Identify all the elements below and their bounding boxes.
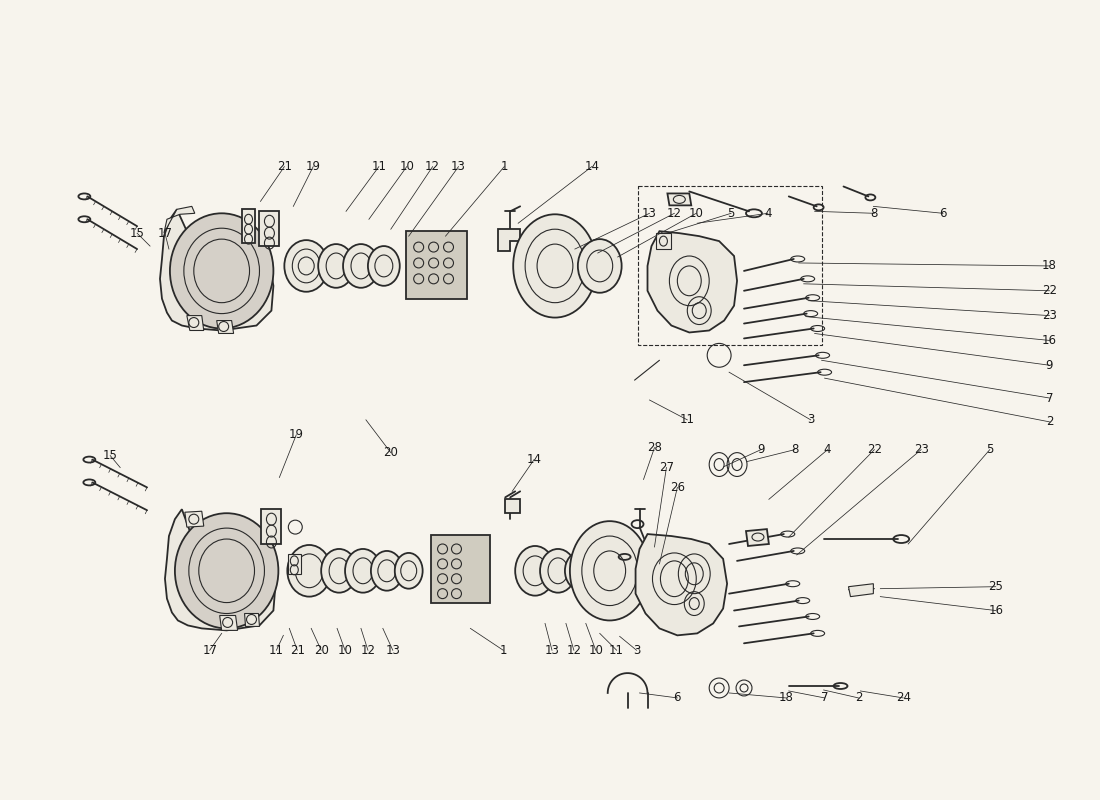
Text: 14: 14 [584,160,600,173]
Polygon shape [220,615,238,630]
Text: 20: 20 [384,446,398,459]
Text: 10: 10 [399,160,415,173]
Bar [638,186,822,346]
Polygon shape [657,233,671,249]
Polygon shape [636,534,727,635]
Text: 20: 20 [314,644,329,657]
Text: 6: 6 [673,691,681,705]
Text: 12: 12 [361,644,375,657]
Ellipse shape [565,552,595,590]
Text: 7: 7 [821,691,828,705]
Text: 12: 12 [425,160,440,173]
Text: 4: 4 [824,443,832,456]
Text: 13: 13 [642,207,657,220]
Text: 10: 10 [689,207,704,220]
Text: 21: 21 [277,160,292,173]
Polygon shape [164,206,195,233]
Polygon shape [746,529,769,546]
Text: 17: 17 [202,644,217,657]
Text: 8: 8 [791,443,799,456]
Ellipse shape [284,240,328,292]
Polygon shape [185,511,204,527]
Text: 28: 28 [647,441,662,454]
Text: 17: 17 [157,226,173,240]
Text: 23: 23 [914,443,928,456]
Ellipse shape [318,244,354,288]
Ellipse shape [343,244,378,288]
Text: 7: 7 [1046,391,1053,405]
Text: 24: 24 [895,691,911,705]
Text: 1: 1 [499,644,507,657]
Ellipse shape [371,551,403,590]
Polygon shape [165,510,275,630]
Ellipse shape [578,239,621,293]
Text: 13: 13 [544,644,560,657]
Text: 2: 2 [855,691,862,705]
Text: 6: 6 [939,207,947,220]
Text: 12: 12 [667,207,682,220]
Text: 23: 23 [1042,309,1057,322]
Text: 5: 5 [727,207,735,220]
Text: 18: 18 [779,691,793,705]
Polygon shape [498,229,520,251]
Text: 3: 3 [632,644,640,657]
Ellipse shape [367,246,399,286]
Text: 9: 9 [757,443,764,456]
Text: 11: 11 [268,644,284,657]
Polygon shape [242,210,255,243]
Polygon shape [160,210,274,330]
Text: 4: 4 [764,207,771,220]
Text: 1: 1 [500,160,508,173]
Polygon shape [217,321,233,334]
Text: 22: 22 [1042,284,1057,298]
Bar [406,231,468,298]
Ellipse shape [514,214,597,318]
Polygon shape [262,510,282,544]
Text: 8: 8 [871,207,878,220]
Polygon shape [648,231,737,333]
Text: 16: 16 [988,604,1003,617]
Polygon shape [288,554,301,574]
Text: 11: 11 [609,644,624,657]
Text: 12: 12 [566,644,582,657]
Text: 15: 15 [102,449,118,462]
Ellipse shape [345,549,381,593]
Text: 25: 25 [988,580,1003,593]
Ellipse shape [287,545,331,597]
Text: 21: 21 [289,644,305,657]
Text: 5: 5 [986,443,993,456]
Ellipse shape [395,553,422,589]
Ellipse shape [540,549,576,593]
Text: 2: 2 [1046,415,1053,428]
Polygon shape [244,614,260,626]
Polygon shape [505,499,520,514]
Polygon shape [668,194,691,206]
Text: 19: 19 [306,160,321,173]
Ellipse shape [570,521,649,621]
Ellipse shape [169,214,274,329]
Text: 13: 13 [385,644,400,657]
Text: 16: 16 [1042,334,1057,347]
Ellipse shape [515,546,556,596]
Ellipse shape [321,549,358,593]
Text: 22: 22 [867,443,882,456]
Text: 15: 15 [130,226,144,240]
Polygon shape [187,315,204,330]
Text: 27: 27 [659,461,674,474]
Text: 13: 13 [451,160,466,173]
Text: 3: 3 [807,414,814,426]
Text: 11: 11 [680,414,695,426]
Polygon shape [260,211,279,246]
Text: 19: 19 [289,428,304,442]
Text: 14: 14 [527,453,541,466]
Text: 10: 10 [338,644,352,657]
Ellipse shape [175,514,278,629]
Text: 18: 18 [1042,259,1057,273]
Text: 9: 9 [1046,358,1053,372]
Text: 10: 10 [588,644,603,657]
Text: 11: 11 [372,160,386,173]
Polygon shape [848,584,873,597]
Bar [430,535,491,602]
Text: 26: 26 [670,481,685,494]
